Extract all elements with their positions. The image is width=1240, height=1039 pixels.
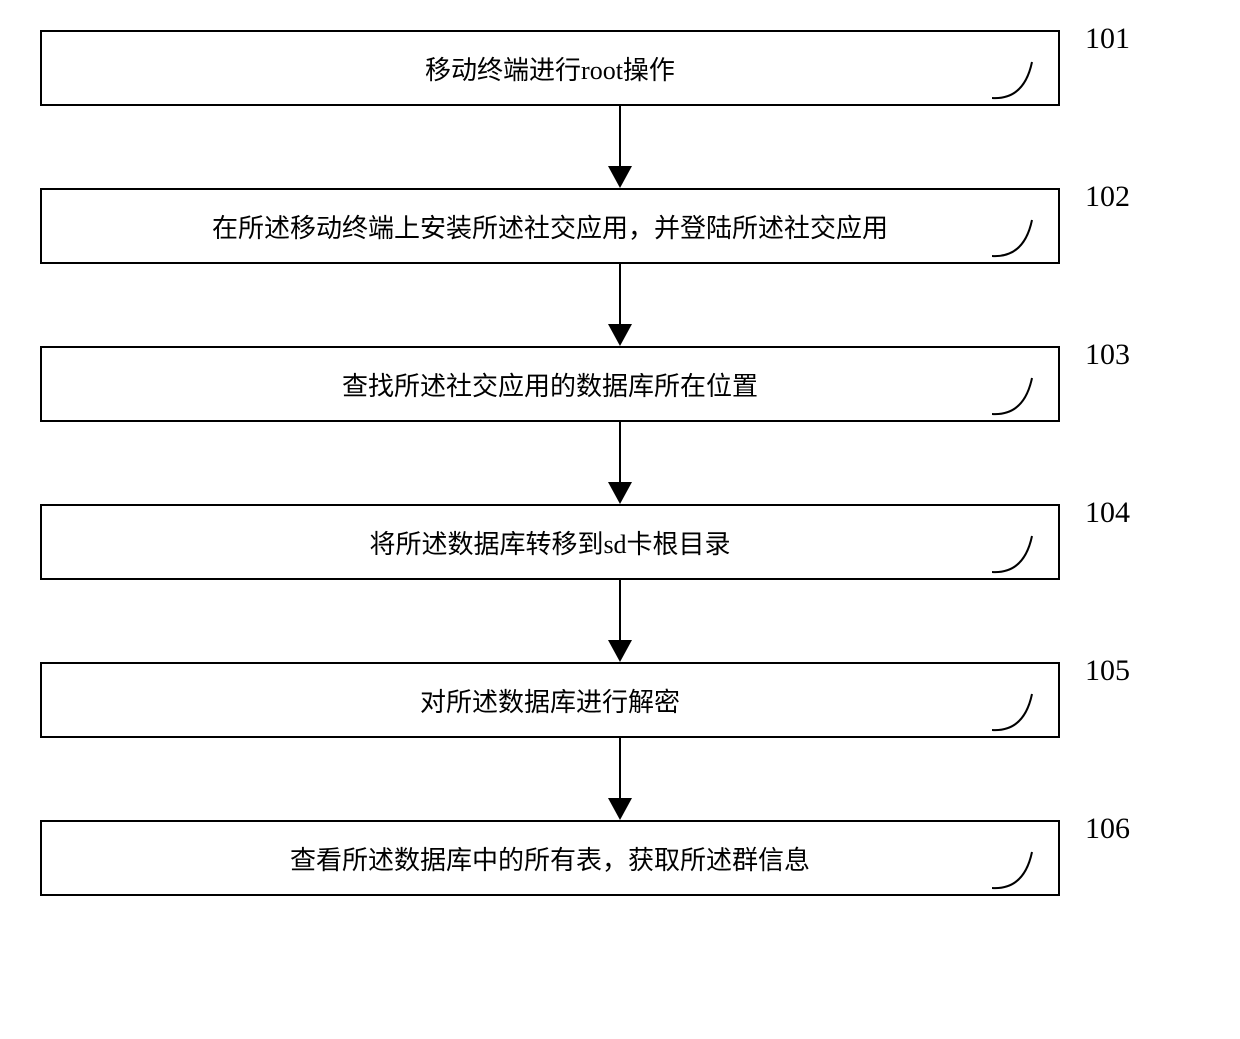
node-text: 在所述移动终端上安装所述社交应用，并登陆所述社交应用	[212, 208, 888, 245]
node-label: 106	[1085, 812, 1130, 846]
flow-step: 将所述数据库转移到sd卡根目录 104	[40, 504, 1200, 580]
flow-arrow	[110, 264, 1130, 346]
node-text: 对所述数据库进行解密	[420, 682, 680, 719]
flow-step: 移动终端进行root操作 101	[40, 30, 1200, 106]
label-connector	[992, 524, 1062, 584]
flow-node: 查看所述数据库中的所有表，获取所述群信息	[40, 820, 1060, 896]
flow-step: 查找所述社交应用的数据库所在位置 103	[40, 346, 1200, 422]
flow-node: 将所述数据库转移到sd卡根目录	[40, 504, 1060, 580]
node-label: 101	[1085, 22, 1130, 56]
flow-step: 查看所述数据库中的所有表，获取所述群信息 106	[40, 820, 1200, 896]
node-label: 103	[1085, 338, 1130, 372]
label-connector	[992, 840, 1062, 900]
node-text: 查找所述社交应用的数据库所在位置	[342, 366, 758, 403]
node-text: 查看所述数据库中的所有表，获取所述群信息	[290, 840, 810, 877]
flow-arrow	[110, 422, 1130, 504]
node-label: 105	[1085, 654, 1130, 688]
node-label: 102	[1085, 180, 1130, 214]
label-connector	[992, 682, 1062, 742]
node-text: 将所述数据库转移到sd卡根目录	[369, 524, 730, 561]
flow-node: 移动终端进行root操作	[40, 30, 1060, 106]
flowchart-container: 移动终端进行root操作 101 在所述移动终端上安装所述社交应用，并登陆所述社…	[40, 30, 1200, 896]
label-connector	[992, 50, 1062, 110]
node-text: 移动终端进行root操作	[425, 50, 675, 87]
flow-arrow	[110, 580, 1130, 662]
flow-step: 在所述移动终端上安装所述社交应用，并登陆所述社交应用 102	[40, 188, 1200, 264]
flow-arrow	[110, 106, 1130, 188]
flow-node: 在所述移动终端上安装所述社交应用，并登陆所述社交应用	[40, 188, 1060, 264]
flow-step: 对所述数据库进行解密 105	[40, 662, 1200, 738]
flow-node: 查找所述社交应用的数据库所在位置	[40, 346, 1060, 422]
node-label: 104	[1085, 496, 1130, 530]
label-connector	[992, 366, 1062, 426]
label-connector	[992, 208, 1062, 268]
flow-arrow	[110, 738, 1130, 820]
flow-node: 对所述数据库进行解密	[40, 662, 1060, 738]
